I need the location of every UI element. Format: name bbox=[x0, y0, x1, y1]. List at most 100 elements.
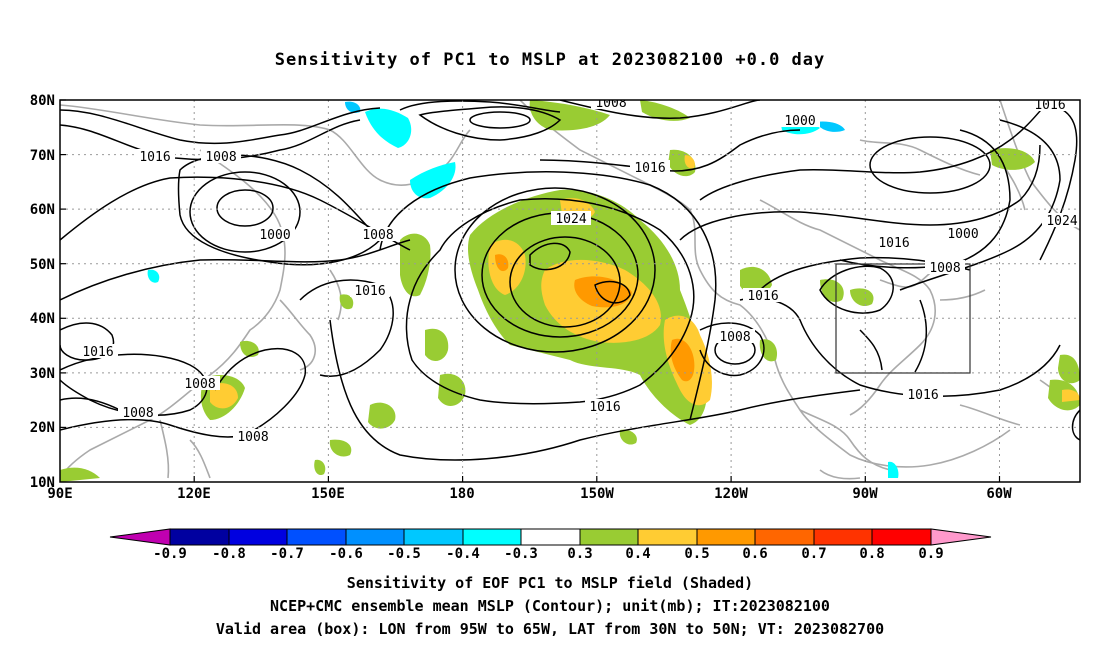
colorbar-left-triangle bbox=[109, 528, 171, 546]
lat-label: 30N bbox=[30, 366, 55, 382]
map-title: Sensitivity of PC1 to MSLP at 2023082100… bbox=[274, 50, 826, 70]
contour-label: 1000 bbox=[255, 227, 295, 243]
lon-label: 120W bbox=[714, 486, 748, 502]
contour-label: 1016 bbox=[874, 235, 914, 251]
svg-text:1016: 1016 bbox=[139, 150, 170, 165]
svg-text:1016: 1016 bbox=[82, 345, 113, 360]
svg-text:1024: 1024 bbox=[555, 212, 586, 227]
map-frame bbox=[59, 99, 1081, 483]
caption-contour: NCEP+CMC ensemble mean MSLP (Contour); u… bbox=[270, 597, 830, 615]
contour-label: 1016 bbox=[743, 288, 783, 304]
colorbar-label: -0.5 bbox=[387, 546, 421, 562]
lon-label: 90E bbox=[47, 486, 72, 502]
lon-label: 120E bbox=[177, 486, 211, 502]
lat-label: 70N bbox=[30, 148, 55, 164]
svg-text:1000: 1000 bbox=[259, 228, 290, 243]
lon-label: 60W bbox=[986, 486, 1012, 502]
colorbar-swatch bbox=[228, 528, 288, 546]
contour-label: 1016 bbox=[350, 283, 390, 299]
svg-text:1008: 1008 bbox=[595, 96, 626, 111]
colorbar-label: -0.9 bbox=[153, 546, 187, 562]
colorbar-swatch bbox=[754, 528, 815, 546]
valid-area-box bbox=[835, 263, 971, 374]
colorbar-label: -0.4 bbox=[446, 546, 480, 562]
colorbar-swatch bbox=[579, 528, 639, 546]
colorbar-label: -0.8 bbox=[212, 546, 246, 562]
latitude-labels: 80N 70N 60N 50N 40N 30N 20N 10N bbox=[30, 93, 55, 491]
svg-text:1008: 1008 bbox=[184, 377, 215, 392]
colorbar-label: 0.4 bbox=[625, 546, 650, 562]
colorbar-label: 0.6 bbox=[742, 546, 767, 562]
map-content: 1008 1016 1008 1000 1016 1024 1008 1016 … bbox=[60, 96, 1080, 482]
colorbar-swatch bbox=[637, 528, 698, 546]
colorbar-swatch bbox=[813, 528, 873, 546]
contour-label: 1016 bbox=[585, 399, 625, 415]
colorbar-right-triangle bbox=[930, 528, 992, 546]
svg-text:1016: 1016 bbox=[747, 289, 778, 304]
colorbar-swatch bbox=[462, 528, 522, 546]
lat-label: 60N bbox=[30, 202, 55, 218]
colorbar-swatch bbox=[403, 528, 464, 546]
svg-text:1024: 1024 bbox=[1046, 214, 1077, 229]
colorbar-label: -0.3 bbox=[504, 546, 538, 562]
caption-shading: Sensitivity of EOF PC1 to MSLP field (Sh… bbox=[346, 574, 754, 592]
lon-label: 150E bbox=[311, 486, 345, 502]
lon-label: 150W bbox=[580, 486, 614, 502]
caption-valid-area: Valid area (box): LON from 95W to 65W, L… bbox=[215, 620, 885, 638]
svg-text:1008: 1008 bbox=[122, 406, 153, 421]
colorbar-swatch bbox=[169, 528, 230, 546]
contour-label: 1016 bbox=[135, 149, 175, 165]
svg-text:1016: 1016 bbox=[878, 236, 909, 251]
contour-label: 1000 bbox=[780, 113, 820, 129]
colorbar-label: 0.8 bbox=[859, 546, 884, 562]
contour-label: 1008 bbox=[180, 376, 220, 392]
colorbar-labels: -0.9 -0.8 -0.7 -0.6 -0.5 -0.4 -0.3 0.3 0… bbox=[153, 546, 944, 562]
colorbar-swatch bbox=[696, 528, 756, 546]
colorbar-swatch bbox=[286, 528, 347, 546]
contour-label: 1016 bbox=[78, 344, 118, 360]
contour-label: 1000 bbox=[943, 226, 983, 242]
longitude-labels: 90E 120E 150E 180 150W 120W 90W 60W bbox=[47, 486, 1012, 502]
svg-text:1016: 1016 bbox=[354, 284, 385, 299]
contour-label: 1016 bbox=[1030, 100, 1070, 113]
svg-text:1008: 1008 bbox=[237, 430, 268, 445]
contour-label: 1016 bbox=[630, 160, 670, 176]
colorbar-label: 0.3 bbox=[567, 546, 592, 562]
svg-text:1008: 1008 bbox=[362, 228, 393, 243]
contour-label: 1016 bbox=[903, 387, 943, 403]
svg-text:1016: 1016 bbox=[634, 161, 665, 176]
svg-text:1000: 1000 bbox=[784, 114, 815, 129]
colorbar-swatch bbox=[520, 528, 581, 546]
svg-text:1008: 1008 bbox=[929, 261, 960, 276]
colorbar-label: -0.7 bbox=[270, 546, 304, 562]
colorbar-label: -0.6 bbox=[329, 546, 363, 562]
colorbar-label: 0.7 bbox=[801, 546, 826, 562]
lat-label: 10N bbox=[30, 475, 55, 491]
colorbar-swatch bbox=[345, 528, 405, 546]
contour-label: 1008 bbox=[925, 260, 965, 276]
svg-text:1016: 1016 bbox=[589, 400, 620, 415]
lat-label: 20N bbox=[30, 420, 55, 436]
lat-label: 50N bbox=[30, 257, 55, 273]
colorbar-label: 0.9 bbox=[918, 546, 943, 562]
contour-label-group: 1008 1016 1008 1000 1016 1024 1008 1016 … bbox=[78, 96, 1080, 445]
axis-ticks bbox=[60, 99, 1001, 482]
lon-label: 90W bbox=[852, 486, 878, 502]
contour-label: 1008 bbox=[201, 149, 241, 165]
mslp-contours bbox=[60, 100, 1080, 461]
contour-label: 1008 bbox=[591, 96, 631, 111]
contour-label: 1008 bbox=[233, 429, 273, 445]
svg-text:1008: 1008 bbox=[719, 330, 750, 345]
contour-label: 1024 bbox=[1042, 213, 1080, 229]
colorbar bbox=[109, 528, 992, 546]
svg-text:1008: 1008 bbox=[205, 150, 236, 165]
svg-text:1000: 1000 bbox=[947, 227, 978, 242]
svg-text:1016: 1016 bbox=[907, 388, 938, 403]
lon-label: 180 bbox=[449, 486, 474, 502]
contour-label: 1024 bbox=[551, 211, 591, 227]
contour-label: 1008 bbox=[358, 227, 398, 243]
colorbar-swatch bbox=[871, 528, 932, 546]
contour-label: 1008 bbox=[715, 329, 755, 345]
contour-label: 1008 bbox=[118, 405, 158, 421]
lat-label: 40N bbox=[30, 311, 55, 327]
